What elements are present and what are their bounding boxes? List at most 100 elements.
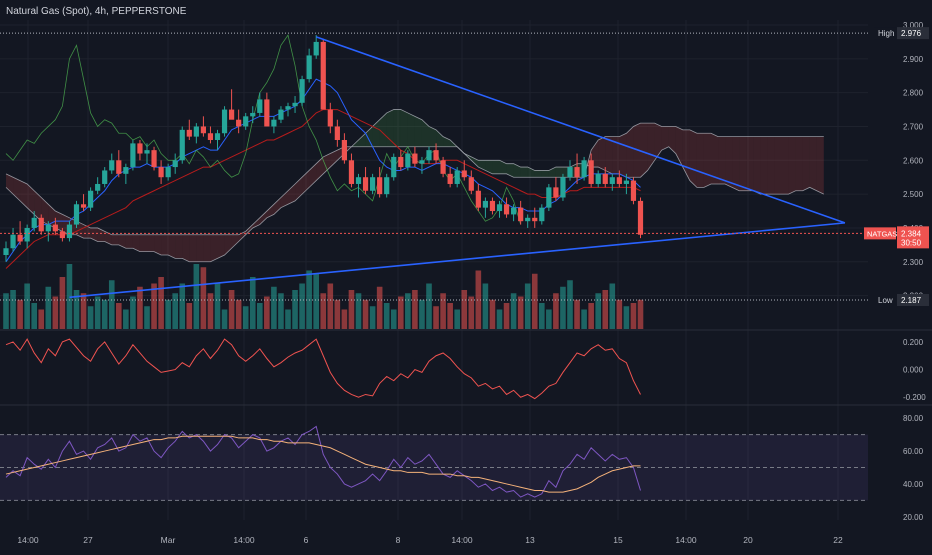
volume-bar (24, 283, 30, 329)
price-tag-value: 2.187 (901, 296, 922, 305)
candle-body (574, 167, 580, 178)
time-tick-label[interactable]: 27 (83, 535, 93, 545)
volume-bar (376, 286, 383, 329)
time-tick-label[interactable]: 20 (743, 535, 753, 545)
candle-body (475, 190, 481, 208)
candle-body (80, 204, 87, 208)
cloud-segment (753, 136, 761, 195)
trendlines[interactable] (69, 36, 846, 299)
rsi-tick-label[interactable]: 20.00 (903, 513, 924, 522)
time-tick-label[interactable]: Mar (161, 535, 176, 545)
price-tag-bg (897, 27, 929, 40)
cloud-segment (436, 129, 444, 147)
time-axis[interactable]: 14:00 27 Mar 14:00 6 8 14:00 13 15 14:00 20 22 (17, 535, 843, 545)
trendline[interactable] (69, 222, 846, 299)
candles (3, 35, 644, 262)
cloud-segment (711, 133, 719, 184)
rsi-tick-label[interactable]: 80.00 (903, 414, 924, 423)
rsi-tick-label[interactable]: 40.00 (903, 480, 924, 489)
volume-bar (623, 306, 630, 329)
osc-tick-label[interactable]: -0.200 (903, 393, 926, 402)
time-tick-label[interactable]: 14:00 (17, 535, 39, 545)
cloud-segment (661, 126, 669, 151)
cloud-segment (6, 173, 14, 195)
time-tick-label[interactable]: 14:00 (675, 535, 697, 545)
cloud-segment (421, 119, 429, 147)
volume-bar (390, 309, 397, 329)
osc-tick-label[interactable]: 0.000 (903, 366, 924, 375)
volume-bar (383, 303, 390, 329)
price-tick-label[interactable]: 2.700 (903, 122, 924, 131)
candle-body (66, 224, 73, 239)
candle-body (539, 207, 545, 222)
price-tick-label[interactable]: 3.000 (903, 21, 924, 30)
volume-bar (546, 309, 552, 329)
volume-bar (412, 290, 418, 329)
cloud-segment (210, 234, 218, 262)
time-tick-label[interactable]: 6 (304, 535, 309, 545)
volume-bar (341, 309, 348, 329)
cloud-segment (506, 163, 514, 178)
cloud-segment (372, 119, 380, 147)
cloud-segment (302, 170, 310, 195)
price-tick-label[interactable]: 2.900 (903, 55, 924, 64)
candle-body (532, 217, 538, 222)
candle-body (377, 177, 383, 195)
volume-bar (151, 283, 157, 329)
volume-bar (609, 283, 616, 329)
volume-bar (517, 296, 524, 329)
volume-bar (264, 296, 270, 329)
volume-bar (285, 309, 291, 329)
candle-body (158, 167, 164, 178)
trendline[interactable] (315, 36, 846, 224)
volume-bar (468, 296, 475, 329)
cloud-segment (555, 167, 563, 178)
time-tick-label[interactable]: 14:00 (233, 535, 255, 545)
cloud-segment (414, 116, 422, 147)
candle-body (440, 160, 446, 174)
candle-body (588, 160, 594, 184)
cloud-segment (217, 234, 225, 259)
candle-body (278, 109, 284, 120)
volume-bar (503, 303, 510, 329)
price-tick-label[interactable]: 2.800 (903, 89, 924, 98)
volume-bar (179, 283, 186, 329)
cloud-segment (83, 224, 91, 239)
volume-bar (193, 264, 200, 329)
rsi-tick-label[interactable]: 60.00 (903, 447, 924, 456)
volume-bar (87, 306, 94, 329)
candle-body (454, 170, 460, 184)
price-tag-label-bg (874, 294, 896, 306)
candle-body (391, 156, 397, 178)
candle-body (581, 160, 587, 178)
cloud-segment (668, 126, 676, 154)
volume-bar (165, 299, 171, 329)
candle-body (496, 204, 503, 212)
time-tick-label[interactable]: 14:00 (451, 535, 473, 545)
price-tick-label[interactable]: 2.600 (903, 156, 924, 165)
volume-bar (630, 303, 637, 329)
cloud-segment (379, 112, 387, 147)
time-tick-label[interactable]: 8 (396, 535, 401, 545)
osc-tick-label[interactable]: 0.200 (903, 338, 924, 347)
volume-bar (334, 299, 341, 329)
candle-body (518, 207, 524, 222)
time-tick-label[interactable]: 13 (525, 535, 535, 545)
cloud-segment (147, 234, 155, 252)
candle-body (560, 177, 566, 198)
price-tag-label: High (878, 29, 894, 38)
cloud-segment (295, 177, 303, 201)
chart-title: Natural Gas (Spot), 4h, PEPPERSTONE (6, 6, 187, 17)
time-tick-label[interactable]: 15 (613, 535, 623, 545)
candle-body (109, 160, 115, 171)
price-tick-label[interactable]: 2.300 (903, 258, 924, 267)
candle-body (165, 167, 171, 178)
candle-body (327, 109, 333, 127)
volume-bar (80, 293, 87, 329)
price-tick-label[interactable]: 2.500 (903, 190, 924, 199)
volume-bar (144, 306, 150, 329)
time-tick-label[interactable]: 22 (833, 535, 843, 545)
candle-body (214, 133, 221, 141)
